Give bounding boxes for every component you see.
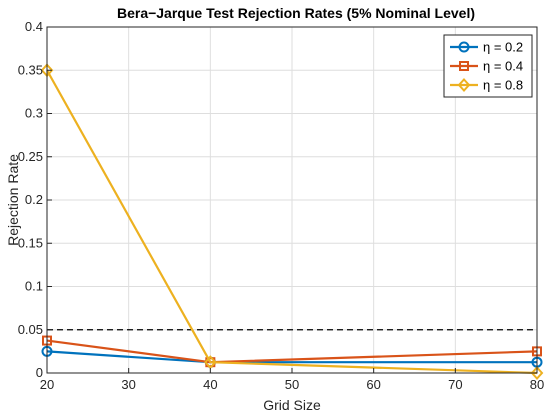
data-point (530, 366, 544, 380)
y-tick-label: 0.2 (25, 192, 43, 207)
tick-labels: 20 30 40 50 60 70 80 0 0.05 0.1 0.15 0.2 0.25 0.3 0.35… (18, 19, 545, 392)
legend-label: η = 0.4 (483, 59, 523, 74)
data-point (203, 355, 217, 370)
series-line (46, 69, 538, 375)
y-tick-label: 0.4 (25, 19, 43, 34)
y-axis-label: Rejection Rate (5, 154, 21, 246)
legend-item: η = 0.4 (450, 59, 523, 74)
y-tick-label: 0.15 (18, 235, 43, 250)
x-tick-label: 60 (366, 377, 380, 392)
y-tick-label: 0.1 (25, 279, 43, 294)
x-axis-label: Grid Size (263, 397, 321, 413)
x-tick-label: 20 (40, 377, 54, 392)
legend-label: η = 0.8 (483, 78, 523, 93)
x-tick-label: 80 (530, 377, 544, 392)
y-tick-label: 0.35 (18, 62, 43, 77)
legend-marker (457, 78, 471, 92)
legend-item: η = 0.2 (450, 40, 523, 55)
legend-label: η = 0.2 (483, 40, 523, 55)
x-tick-label: 30 (121, 377, 135, 392)
x-tick-label: 50 (285, 377, 299, 392)
legend-marker (459, 61, 469, 71)
legend: η = 0.2 η = 0.4 η = 0.8 (443, 34, 533, 98)
y-tick-label: 0.3 (25, 106, 43, 121)
y-tick-label: 0.05 (18, 322, 43, 337)
x-tick-label: 70 (448, 377, 462, 392)
x-tick-label: 40 (203, 377, 217, 392)
legend-item: η = 0.8 (450, 78, 523, 93)
y-tick-label: 0 (36, 365, 43, 380)
y-tick-label: 0.25 (18, 149, 43, 164)
legend-marker (458, 41, 470, 53)
chart-title: Bera−Jarque Test Rejection Rates (5% Nom… (117, 5, 475, 21)
series-3 (40, 63, 544, 380)
